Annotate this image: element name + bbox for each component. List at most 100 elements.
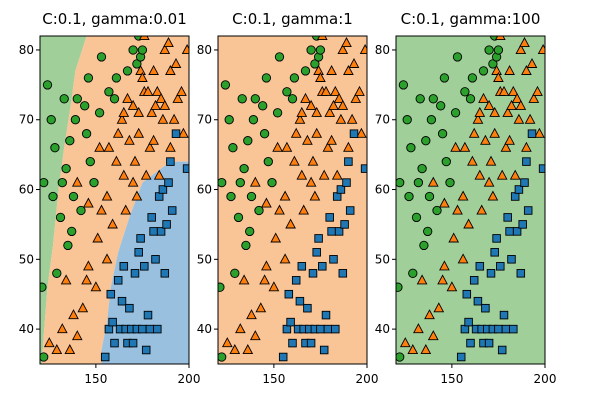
x-tick-label: 200 xyxy=(356,372,379,386)
data-point-class-0 xyxy=(245,226,255,237)
data-point-class-1 xyxy=(129,155,141,166)
data-point-class-1 xyxy=(290,127,302,138)
data-point-class-2 xyxy=(332,192,342,201)
data-point-class-1 xyxy=(124,134,135,145)
data-point-class-0 xyxy=(436,101,446,111)
data-point-class-1 xyxy=(448,232,460,243)
data-point-class-1 xyxy=(315,71,326,82)
data-point-class-1 xyxy=(235,323,246,334)
data-point-class-1 xyxy=(229,344,241,355)
data-point-class-1 xyxy=(534,127,545,138)
axis-ticks: 40 50 60 70 80 150 200 xyxy=(19,43,201,386)
data-point-class-1 xyxy=(483,176,495,187)
axis-ticks: 40 50 60 70 80 150 200 xyxy=(375,43,557,386)
data-point-class-2 xyxy=(138,324,147,334)
data-point-class-0 xyxy=(96,52,107,62)
data-point-class-1 xyxy=(356,127,367,138)
data-point-class-1 xyxy=(77,302,89,313)
data-point-class-1 xyxy=(151,85,163,96)
data-point-class-1 xyxy=(416,274,428,285)
data-point-class-0 xyxy=(300,66,311,76)
data-point-class-0 xyxy=(258,101,268,111)
data-point-class-1 xyxy=(144,141,156,152)
data-point-class-2 xyxy=(329,255,338,264)
data-point-class-2 xyxy=(316,324,325,334)
data-point-class-1 xyxy=(178,127,189,138)
axes-frame xyxy=(39,35,190,365)
data-point-class-1 xyxy=(150,99,161,110)
data-point-class-1 xyxy=(528,92,540,103)
data-point-class-0 xyxy=(233,212,244,223)
data-point-class-0 xyxy=(272,108,283,118)
data-point-class-1 xyxy=(413,323,424,334)
data-point-class-0 xyxy=(415,94,425,104)
data-point-class-1 xyxy=(446,281,458,292)
data-point-class-0 xyxy=(65,136,75,146)
data-point-class-2 xyxy=(286,317,295,327)
data-point-class-1 xyxy=(467,155,478,166)
data-point-class-1 xyxy=(450,141,461,152)
data-point-class-1 xyxy=(165,64,176,75)
data-point-class-1 xyxy=(521,141,532,152)
y-tick-label: 40 xyxy=(375,322,390,336)
data-point-class-0 xyxy=(230,268,240,278)
data-point-class-0 xyxy=(478,66,489,76)
data-point-class-1 xyxy=(148,134,159,145)
data-point-class-1 xyxy=(101,253,113,264)
data-point-class-1 xyxy=(439,260,450,271)
data-point-class-0 xyxy=(259,129,270,139)
data-point-class-1 xyxy=(326,134,337,145)
data-point-class-2 xyxy=(514,185,524,194)
data-point-class-1 xyxy=(439,197,450,208)
data-point-class-1 xyxy=(305,99,317,110)
data-point-class-0 xyxy=(122,66,133,76)
data-point-class-1 xyxy=(427,330,439,341)
data-point-class-2 xyxy=(522,157,531,166)
data-point-class-1 xyxy=(137,71,148,82)
data-point-class-0 xyxy=(239,163,249,174)
data-point-class-0 xyxy=(306,45,316,55)
data-point-class-1 xyxy=(337,99,349,110)
data-point-class-1 xyxy=(337,44,349,55)
data-point-class-2 xyxy=(327,227,336,236)
data-point-class-0 xyxy=(406,143,416,153)
data-point-class-2 xyxy=(460,324,470,334)
data-point-class-0 xyxy=(94,108,105,118)
data-point-class-1 xyxy=(506,99,517,110)
data-point-class-1 xyxy=(153,169,165,180)
data-point-class-1 xyxy=(513,113,525,124)
data-point-class-0 xyxy=(81,129,92,139)
data-point-class-1 xyxy=(424,309,435,320)
data-point-class-2 xyxy=(527,129,537,138)
axes-frame xyxy=(217,35,368,365)
data-point-class-0 xyxy=(441,156,451,167)
data-point-class-1 xyxy=(305,176,317,187)
data-point-class-2 xyxy=(507,255,516,264)
x-tick-label: 150 xyxy=(262,372,285,386)
data-point-class-0 xyxy=(128,45,138,55)
data-point-class-1 xyxy=(502,106,514,117)
data-point-class-1 xyxy=(289,155,300,166)
data-point-class-1 xyxy=(329,85,341,96)
data-point-class-0 xyxy=(40,177,49,188)
y-tick-label: 80 xyxy=(19,43,34,57)
data-point-class-0 xyxy=(80,101,90,111)
data-point-class-1 xyxy=(311,127,323,138)
data-point-class-0 xyxy=(61,163,71,174)
data-point-class-1 xyxy=(296,169,308,180)
data-point-class-1 xyxy=(90,281,102,292)
data-point-class-0 xyxy=(40,282,47,292)
data-point-class-1 xyxy=(491,64,502,75)
data-point-class-1 xyxy=(155,92,167,103)
data-point-class-1 xyxy=(318,169,330,180)
data-point-class-2 xyxy=(147,213,156,222)
y-tick-label: 70 xyxy=(19,113,34,127)
data-point-class-1 xyxy=(480,134,491,145)
data-point-class-1 xyxy=(81,274,92,285)
data-point-class-1 xyxy=(159,44,171,55)
data-point-class-0 xyxy=(432,205,442,216)
data-point-class-1 xyxy=(122,92,133,103)
data-point-class-2 xyxy=(321,310,331,320)
data-point-class-0 xyxy=(55,212,66,223)
data-point-class-2 xyxy=(538,164,545,173)
